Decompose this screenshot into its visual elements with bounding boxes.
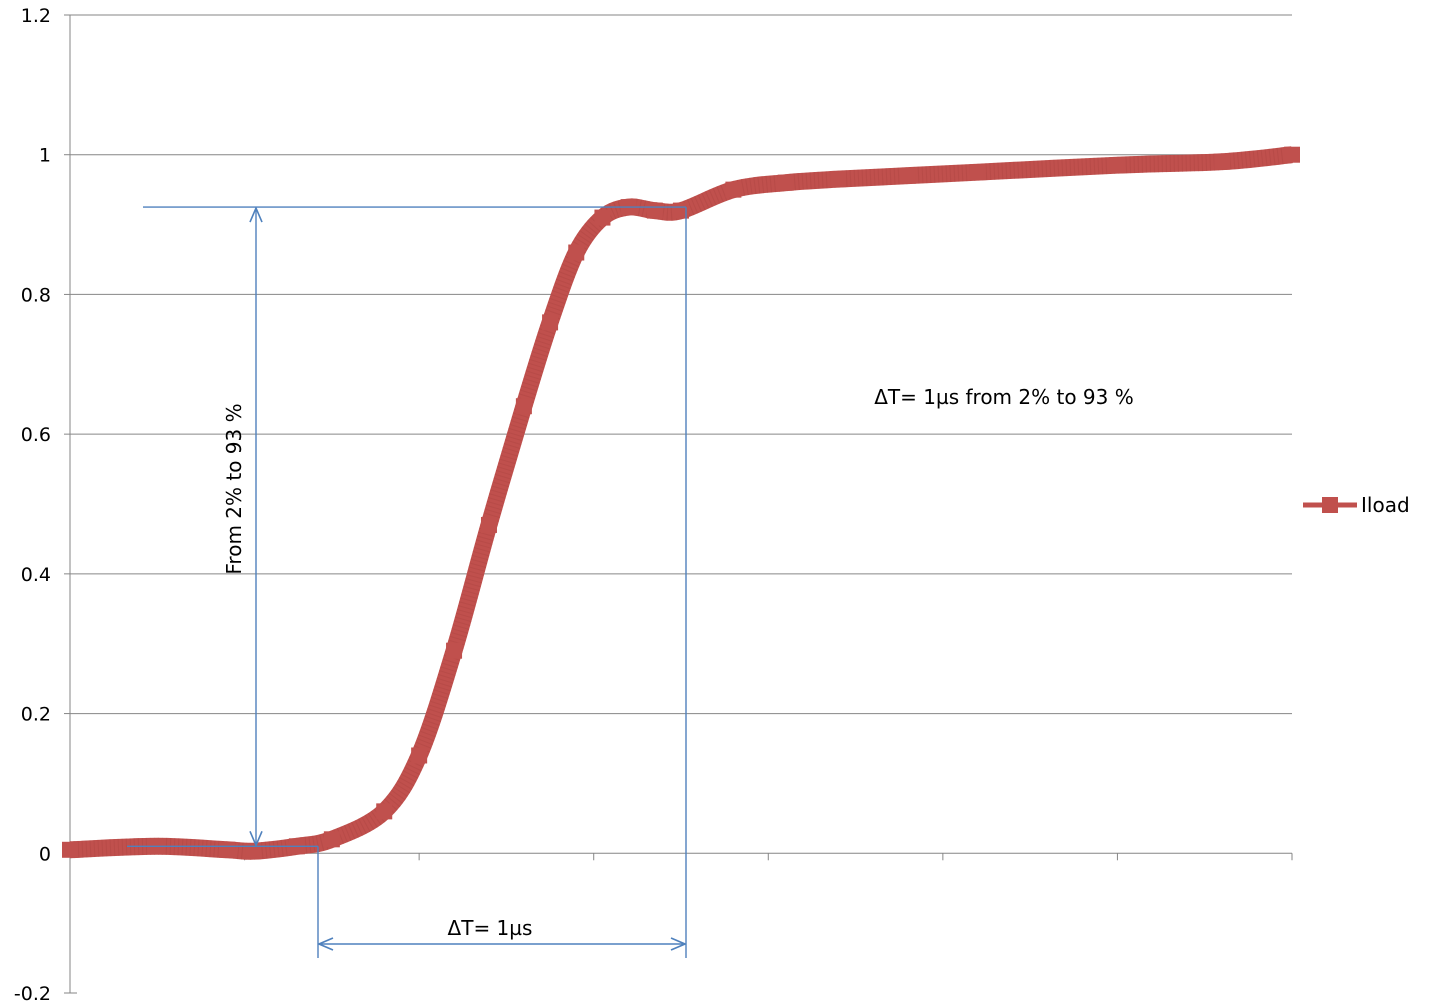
series-point-iload <box>568 244 585 261</box>
annotation-horizontal-label: ΔT= 1µs <box>448 916 533 940</box>
series-line-iload <box>69 146 1293 860</box>
y-tick-label: 0.2 <box>21 704 51 726</box>
series-point-iload <box>830 171 847 188</box>
legend: Iload <box>1303 493 1410 517</box>
series-point-iload <box>411 747 428 764</box>
series-point-iload <box>725 181 742 198</box>
series-point-iload <box>1214 153 1231 170</box>
y-tick-label: 0.4 <box>21 564 51 586</box>
y-tick-label: 1.2 <box>21 5 51 27</box>
y-tick-label: 0.8 <box>21 284 51 306</box>
series-point-iload <box>245 843 262 860</box>
series-point-iload <box>777 174 794 191</box>
series-point-iload <box>899 167 916 184</box>
series-point-iload <box>219 841 236 858</box>
annotation-vertical-label: From 2% to 93 % <box>222 403 246 574</box>
y-tick-label: 1 <box>39 145 51 167</box>
series-point-iload <box>1284 146 1300 163</box>
annotation-note: ΔT= 1µs from 2% to 93 % <box>874 385 1133 409</box>
series-point-iload <box>969 164 986 181</box>
series-point-iload <box>646 202 663 219</box>
legend-swatch-marker <box>1322 497 1338 513</box>
y-tick-labels: -0.2 0 0.2 0.4 0.6 0.8 1 1.2 <box>14 5 51 1005</box>
series-markers-iload <box>69 146 1293 860</box>
series-point-iload <box>446 642 463 659</box>
annotations: From 2% to 93 % ΔT= 1µs ΔT= 1µs from 2% … <box>127 206 1134 958</box>
series-iload <box>62 146 1300 860</box>
series-point-iload <box>1109 157 1126 174</box>
series-point-iload <box>62 841 78 858</box>
y-tick-label: -0.2 <box>14 983 51 1005</box>
series-point-iload <box>542 314 559 331</box>
y-tick-label: 0.6 <box>21 424 51 446</box>
y-tick-label: 0 <box>39 843 51 865</box>
legend-label-iload: Iload <box>1361 493 1410 517</box>
series-point-iload <box>515 398 532 415</box>
series-point-iload <box>376 803 393 820</box>
axes <box>64 14 1293 994</box>
series-point-iload <box>480 516 497 533</box>
series-point-iload <box>594 209 611 226</box>
series-point-iload <box>323 831 340 848</box>
gridlines <box>70 14 1292 854</box>
